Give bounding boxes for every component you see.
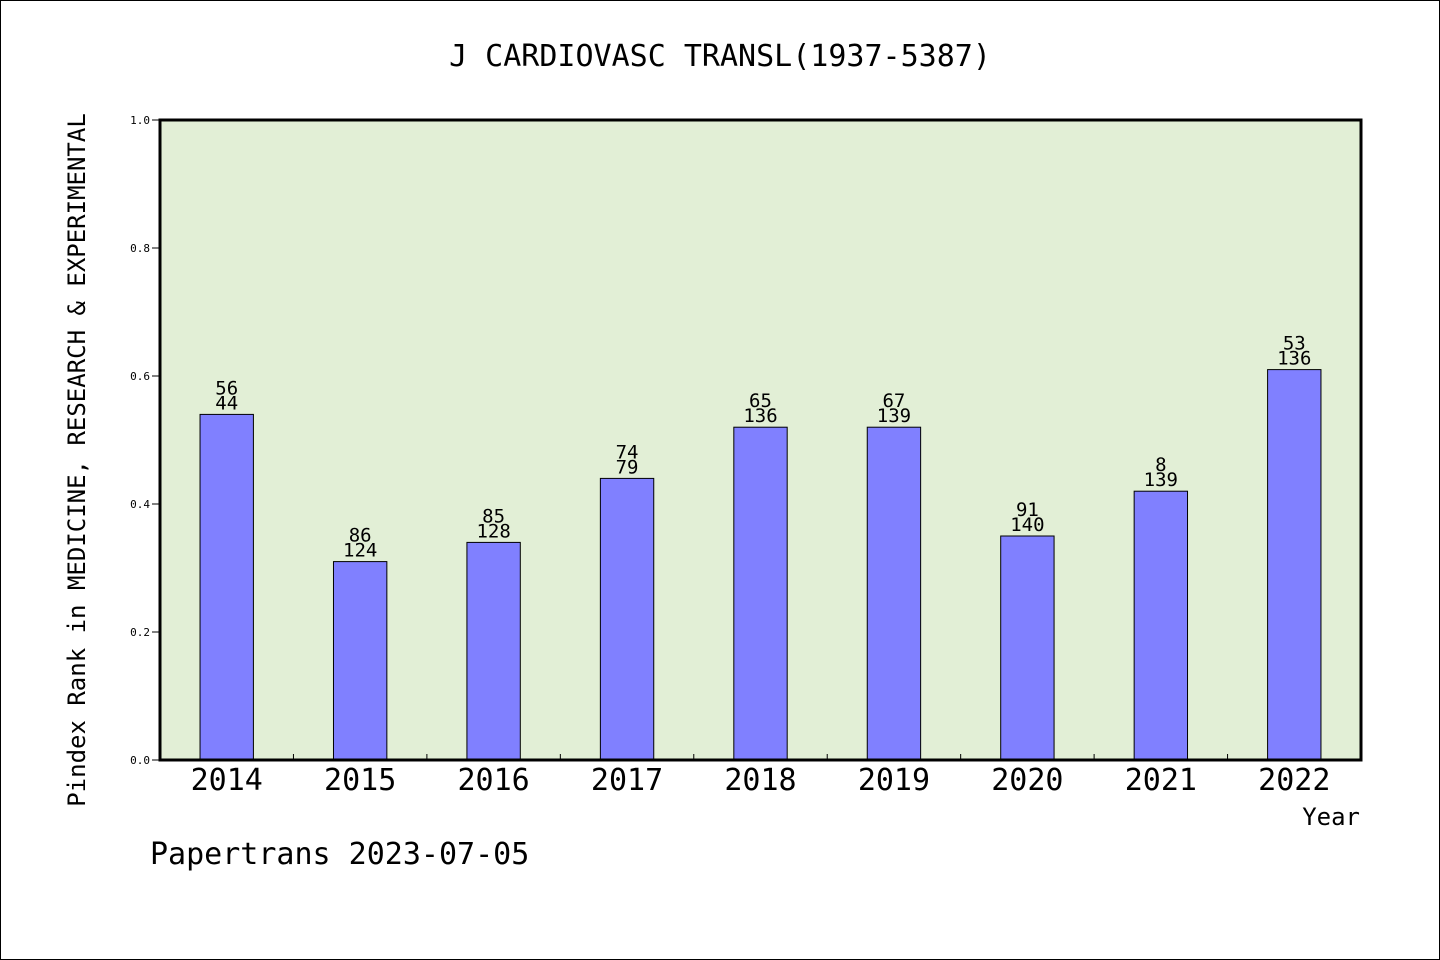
x-axis-label: Year [1302, 803, 1360, 831]
y-tick-label: 0.0 [130, 754, 150, 767]
bar-2016 [466, 541, 521, 761]
data-label-bottom: 136 [743, 405, 777, 427]
x-tick-label: 2015 [324, 763, 396, 798]
y-tick-label: 0.2 [130, 626, 150, 639]
y-tick-label: 1.0 [130, 114, 150, 127]
y-tick-label: 0.6 [130, 370, 150, 383]
x-tick-label: 2021 [1125, 763, 1197, 798]
x-tick-label: 2014 [191, 763, 263, 798]
data-label-top: 74 [616, 441, 639, 463]
y-axis-label: Pindex Rank in MEDICINE, RESEARCH & EXPE… [63, 113, 91, 807]
data-label-bottom: 140 [1010, 514, 1044, 536]
data-label-top: 53 [1283, 333, 1306, 355]
data-label-top: 67 [882, 390, 905, 412]
data-labels: 5644861248512874796513667139911408139531… [215, 333, 1311, 562]
x-tick-label: 2019 [858, 763, 930, 798]
data-label-top: 91 [1016, 499, 1039, 521]
bar-2015 [332, 561, 388, 761]
data-label-bottom: 79 [616, 456, 639, 478]
x-tick-label: 2018 [724, 763, 796, 798]
y-tick-label: 0.8 [130, 242, 150, 255]
footer-text: Papertrans 2023-07-05 [150, 837, 529, 872]
data-label-top: 56 [215, 377, 238, 399]
bar-2014 [199, 413, 254, 761]
data-label-top: 85 [482, 505, 505, 527]
bar-2021 [1133, 490, 1189, 761]
bar-2022 [1267, 369, 1322, 761]
bar-2018 [733, 426, 788, 761]
data-label-bottom: 136 [1277, 348, 1311, 370]
data-label-bottom: 44 [215, 392, 238, 414]
bars [199, 369, 1322, 761]
x-tick-label: 2020 [991, 763, 1063, 798]
x-tick-label: 2016 [457, 763, 529, 798]
data-label-top: 86 [349, 525, 372, 547]
x-tick-label: 2017 [591, 763, 663, 798]
data-label-bottom: 124 [343, 540, 377, 562]
data-label-bottom: 139 [1144, 469, 1178, 491]
data-label-top: 8 [1155, 454, 1166, 476]
bar-2017 [599, 477, 655, 761]
data-label-bottom: 128 [476, 520, 510, 542]
data-label-bottom: 139 [877, 405, 911, 427]
plot-border [158, 118, 1363, 762]
bar-2019 [866, 426, 922, 761]
data-label-top: 65 [749, 390, 772, 412]
x-tick-label: 2022 [1258, 763, 1330, 798]
x-axis-tick-labels: 2014 2015 2016 2017 2018 2019 2020 2021 2022 [191, 763, 1331, 798]
chart-title: J CARDIOVASC TRANSL(1937-5387) [449, 39, 991, 74]
bar-2020 [1000, 535, 1055, 761]
y-tick-label: 0.4 [130, 498, 150, 511]
y-axis-ticks: 0.0 0.2 0.4 0.6 0.8 1.0 [130, 114, 160, 767]
